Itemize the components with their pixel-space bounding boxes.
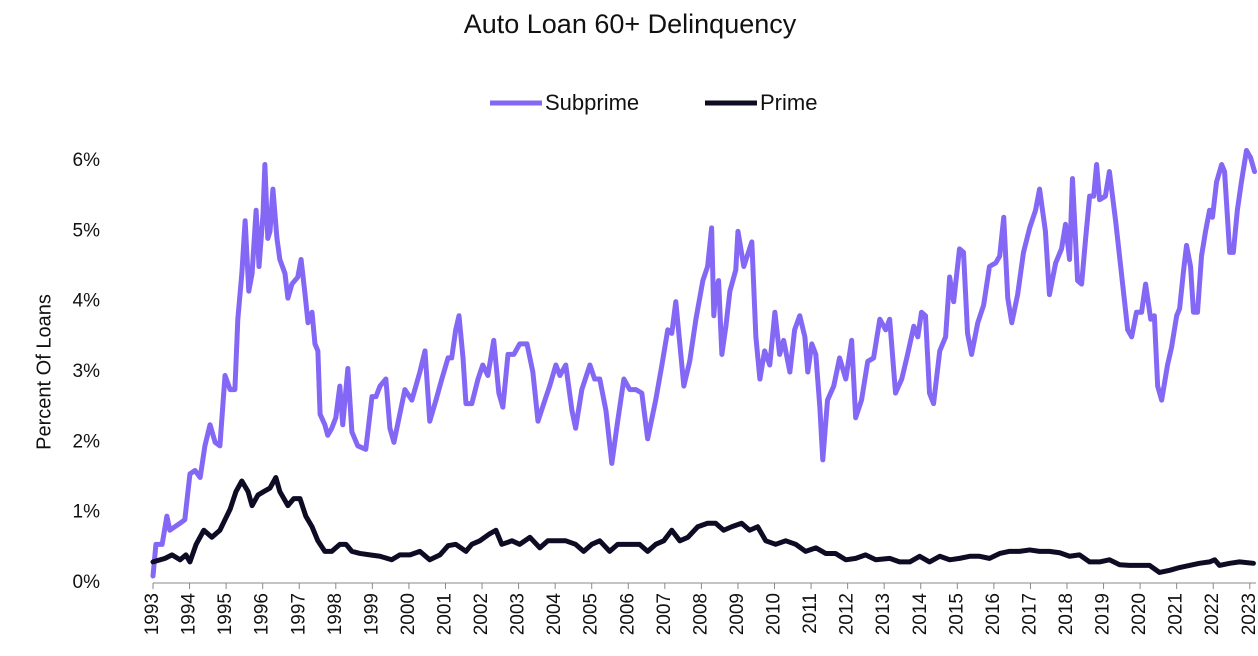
x-tick-label: 2004	[544, 593, 565, 636]
x-tick-label: 2003	[508, 593, 529, 635]
x-tick-label: 2021	[1166, 593, 1187, 635]
x-tick-label: 2016	[983, 593, 1004, 635]
y-tick-label: 2%	[73, 431, 101, 452]
x-tick-label: 2014	[910, 593, 931, 636]
legend-label: Prime	[760, 90, 817, 115]
y-tick-label: 4%	[73, 291, 101, 312]
x-tick-label: 2006	[617, 593, 638, 635]
legend-label: Subprime	[545, 90, 639, 115]
x-tick-label: 2023	[1239, 593, 1258, 635]
series-line	[150, 147, 1258, 579]
x-tick-label: 2013	[873, 593, 894, 635]
y-tick-label: 1%	[73, 502, 101, 523]
x-tick-label: 2019	[1093, 593, 1114, 635]
x-tick-label: 2018	[1056, 593, 1077, 635]
x-tick-label: 1999	[361, 593, 382, 635]
x-tick-label: 1993	[142, 593, 163, 635]
x-tick-label: 2008	[690, 593, 711, 635]
x-tick-label: 1995	[215, 593, 236, 635]
x-tick-label: 2012	[837, 593, 858, 635]
y-tick-label: 0%	[73, 572, 101, 593]
x-tick-label: 1994	[179, 593, 200, 636]
legend: Subprime Prime	[490, 90, 817, 115]
x-tick-label: 2010	[764, 593, 785, 635]
chart-title: Auto Loan 60+ Delinquency	[464, 9, 797, 39]
x-tick-label: 2017	[1019, 593, 1040, 635]
x-tick-label: 2020	[1129, 593, 1150, 635]
x-tick-label: 2009	[727, 593, 748, 635]
x-tick-label: 2005	[581, 593, 602, 635]
y-tick-label: 3%	[73, 361, 101, 382]
x-tick-label: 2000	[398, 593, 419, 635]
series-line	[150, 475, 1256, 575]
x-tick-label: 2015	[946, 593, 967, 635]
x-tick-label: 2002	[471, 593, 492, 635]
x-tick-label: 2011	[800, 593, 821, 634]
y-tick-label: 5%	[73, 220, 101, 241]
x-tick-label: 2001	[434, 593, 455, 635]
x-tick-label: 1997	[288, 593, 309, 635]
y-tick-label: 6%	[73, 150, 101, 171]
x-tick-label: 1998	[325, 593, 346, 635]
x-tick-label: 2007	[654, 593, 675, 635]
x-tick-label: 1996	[252, 593, 273, 635]
x-tick-label: 2022	[1202, 593, 1223, 635]
y-axis-label: Percent Of Loans	[33, 294, 55, 450]
